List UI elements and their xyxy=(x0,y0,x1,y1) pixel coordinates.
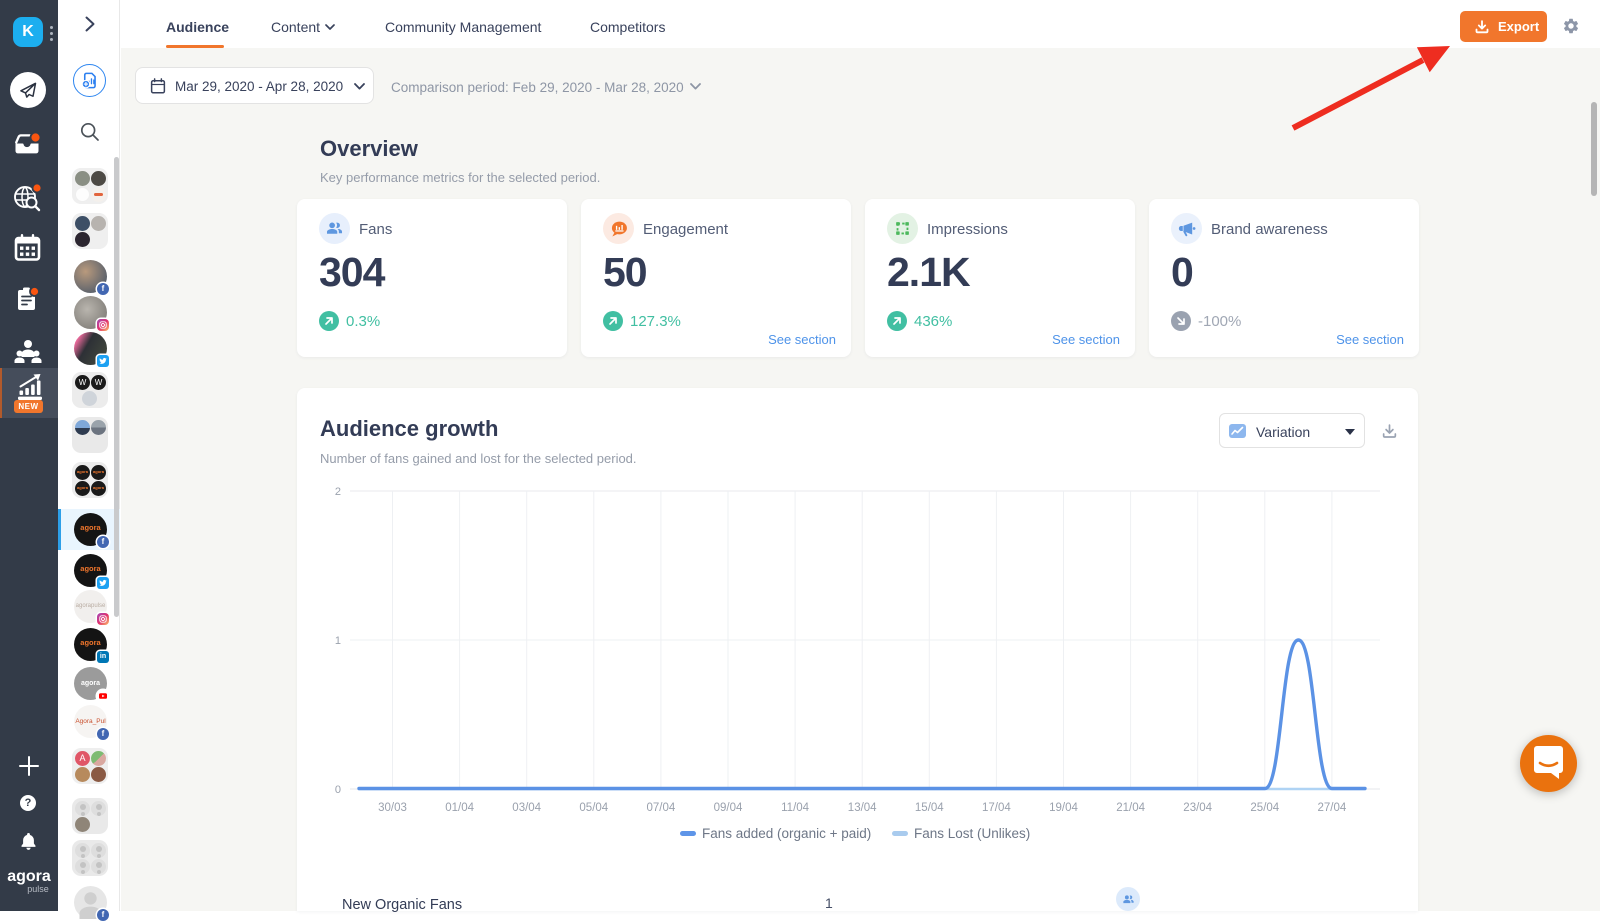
svg-text:1: 1 xyxy=(335,635,341,647)
svg-text:27/04: 27/04 xyxy=(1318,802,1347,814)
svg-text:09/04: 09/04 xyxy=(714,802,743,814)
svg-text:19/04: 19/04 xyxy=(1049,802,1078,814)
svg-text:23/04: 23/04 xyxy=(1183,802,1212,814)
svg-text:Fans Lost (Unlikes): Fans Lost (Unlikes) xyxy=(914,826,1030,841)
svg-text:07/04: 07/04 xyxy=(647,802,676,814)
svg-text:2: 2 xyxy=(335,486,341,498)
svg-text:15/04: 15/04 xyxy=(915,802,944,814)
svg-text:13/04: 13/04 xyxy=(848,802,877,814)
svg-text:05/04: 05/04 xyxy=(579,802,608,814)
svg-text:Fans added (organic + paid): Fans added (organic + paid) xyxy=(702,826,871,841)
svg-text:21/04: 21/04 xyxy=(1116,802,1145,814)
svg-text:30/03: 30/03 xyxy=(378,802,407,814)
svg-text:0: 0 xyxy=(335,784,341,796)
svg-text:25/04: 25/04 xyxy=(1250,802,1279,814)
svg-text:17/04: 17/04 xyxy=(982,802,1011,814)
svg-text:01/04: 01/04 xyxy=(445,802,474,814)
svg-text:03/04: 03/04 xyxy=(512,802,541,814)
svg-text:11/04: 11/04 xyxy=(781,802,810,814)
